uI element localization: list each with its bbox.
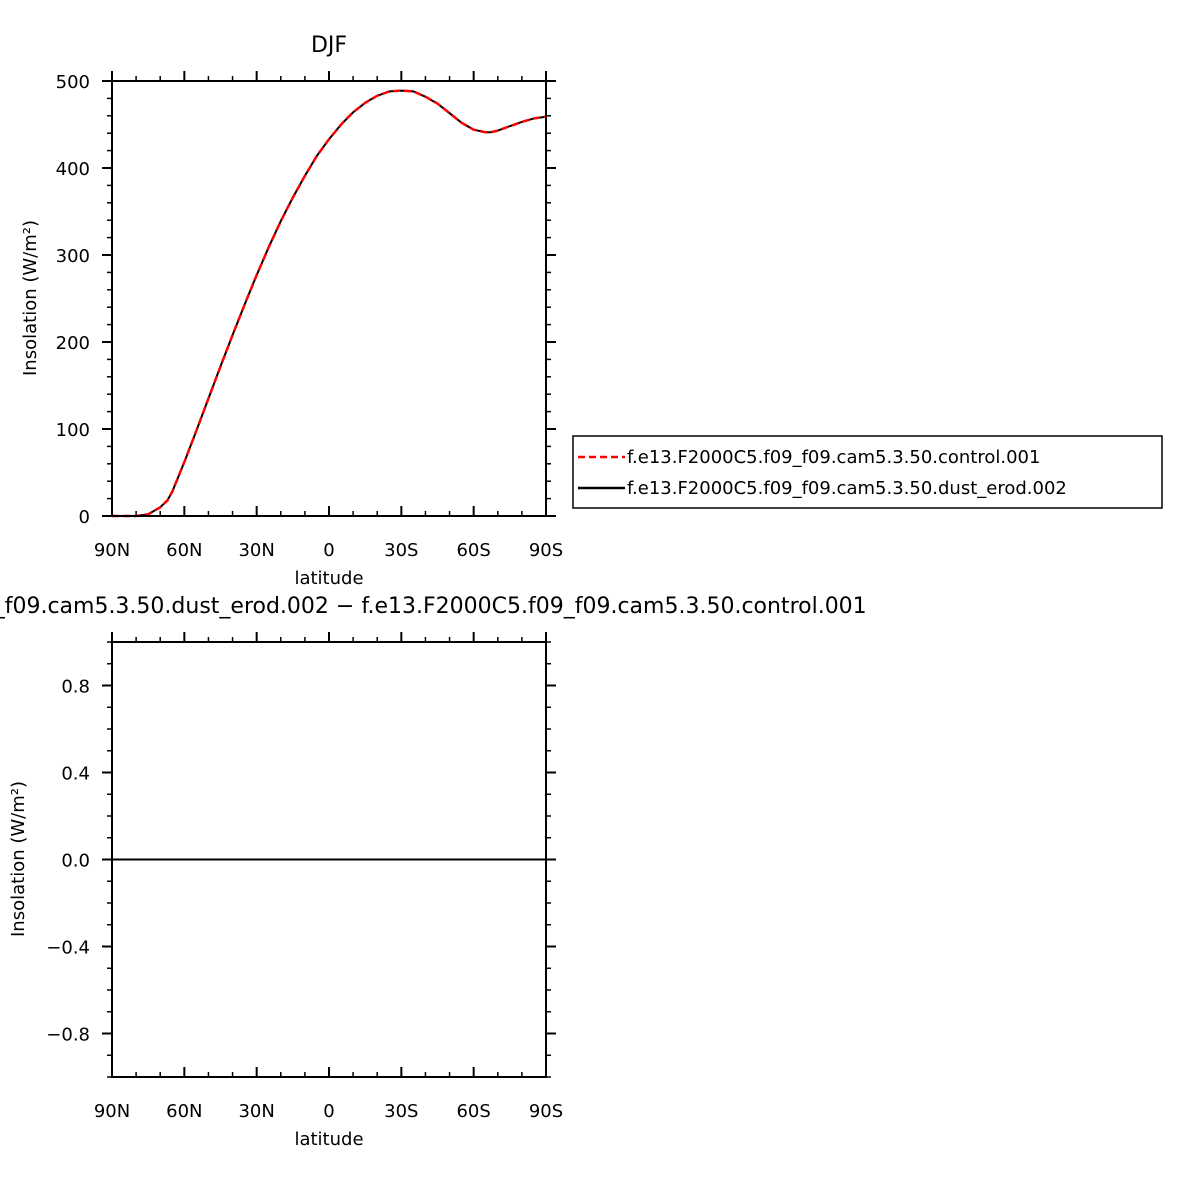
top-x-tick-label: 0 (323, 540, 334, 561)
bottom-x-tick-label: 60S (456, 1101, 490, 1122)
top-panel: DJF 90N 60N 30N 0 30S 60S 90S0100200300400500 … (20, 33, 1163, 589)
bottom-x-tick-label: 0 (323, 1101, 334, 1122)
top-y-tick-label: 300 (56, 246, 90, 267)
top-y-axis-label: Insolation (W/m²) (20, 220, 41, 376)
legend: f.e13.F2000C5.f09_f09.cam5.3.50.control.… (572, 435, 1163, 509)
top-y-tick-label: 400 (56, 159, 90, 180)
top-x-tick-label: 60N (166, 540, 202, 561)
top-x-tick-label: 90N (94, 540, 130, 561)
bottom-x-tick-label: 90S (529, 1101, 563, 1122)
top-plot-frame (111, 80, 547, 517)
top-x-tick-label: 30S (384, 540, 418, 561)
bottom-y-tick-label: −0.8 (46, 1025, 90, 1046)
bottom-y-tick-label: 0.4 (61, 764, 90, 785)
bottom-y-tick-label: 0.8 (61, 677, 90, 698)
top-chart-title: DJF (311, 33, 347, 58)
bottom-y-tick-label: 0.0 (61, 851, 90, 872)
bottom-x-axis-label: latitude (294, 1129, 363, 1150)
bottom-x-tick-label: 60N (166, 1101, 202, 1122)
top-minor-ticks (107, 76, 551, 517)
bottom-panel: f.e13.F2000C5.f09_f09.cam5.3.50.dust_ero… (0, 594, 867, 1150)
top-series-line-0 (112, 89, 547, 518)
legend-label-dust-erod: f.e13.F2000C5.f09_f09.cam5.3.50.dust_ero… (627, 478, 1067, 499)
top-y-tick-label: 200 (56, 333, 90, 354)
bottom-x-tick-label: 30S (384, 1101, 418, 1122)
bottom-axis-ticks: 90N 60N 30N 0 30S 60S 90S −0.8 −0.4 0.0 0.4 0.8 (46, 632, 563, 1122)
legend-label-control: f.e13.F2000C5.f09_f09.cam5.3.50.control.… (627, 447, 1040, 468)
top-x-axis-label: latitude (294, 568, 363, 589)
top-series-lines (112, 89, 547, 518)
bottom-chart-title: f.e13.F2000C5.f09_f09.cam5.3.50.dust_ero… (0, 594, 867, 619)
legend-box (572, 435, 1163, 509)
bottom-x-tick-label: 90N (94, 1101, 130, 1122)
top-x-tick-label: 30N (238, 540, 274, 561)
bottom-minor-ticks (107, 637, 551, 1078)
top-x-tick-label: 90S (529, 540, 563, 561)
top-y-tick-label: 100 (56, 420, 90, 441)
top-series-line-1 (112, 89, 547, 517)
top-y-tick-label: 500 (56, 72, 90, 93)
top-axis-ticks: 90N 60N 30N 0 30S 60S 90S 0 100 200 300 400 500 (56, 71, 563, 561)
bottom-plot-frame (111, 641, 547, 1078)
top-x-tick-label: 60S (456, 540, 490, 561)
bottom-y-axis-label: Insolation (W/m²) (8, 781, 29, 937)
bottom-y-tick-label: −0.4 (46, 938, 90, 959)
top-y-tick-label: 0 (79, 507, 90, 528)
bottom-x-tick-label: 30N (238, 1101, 274, 1122)
